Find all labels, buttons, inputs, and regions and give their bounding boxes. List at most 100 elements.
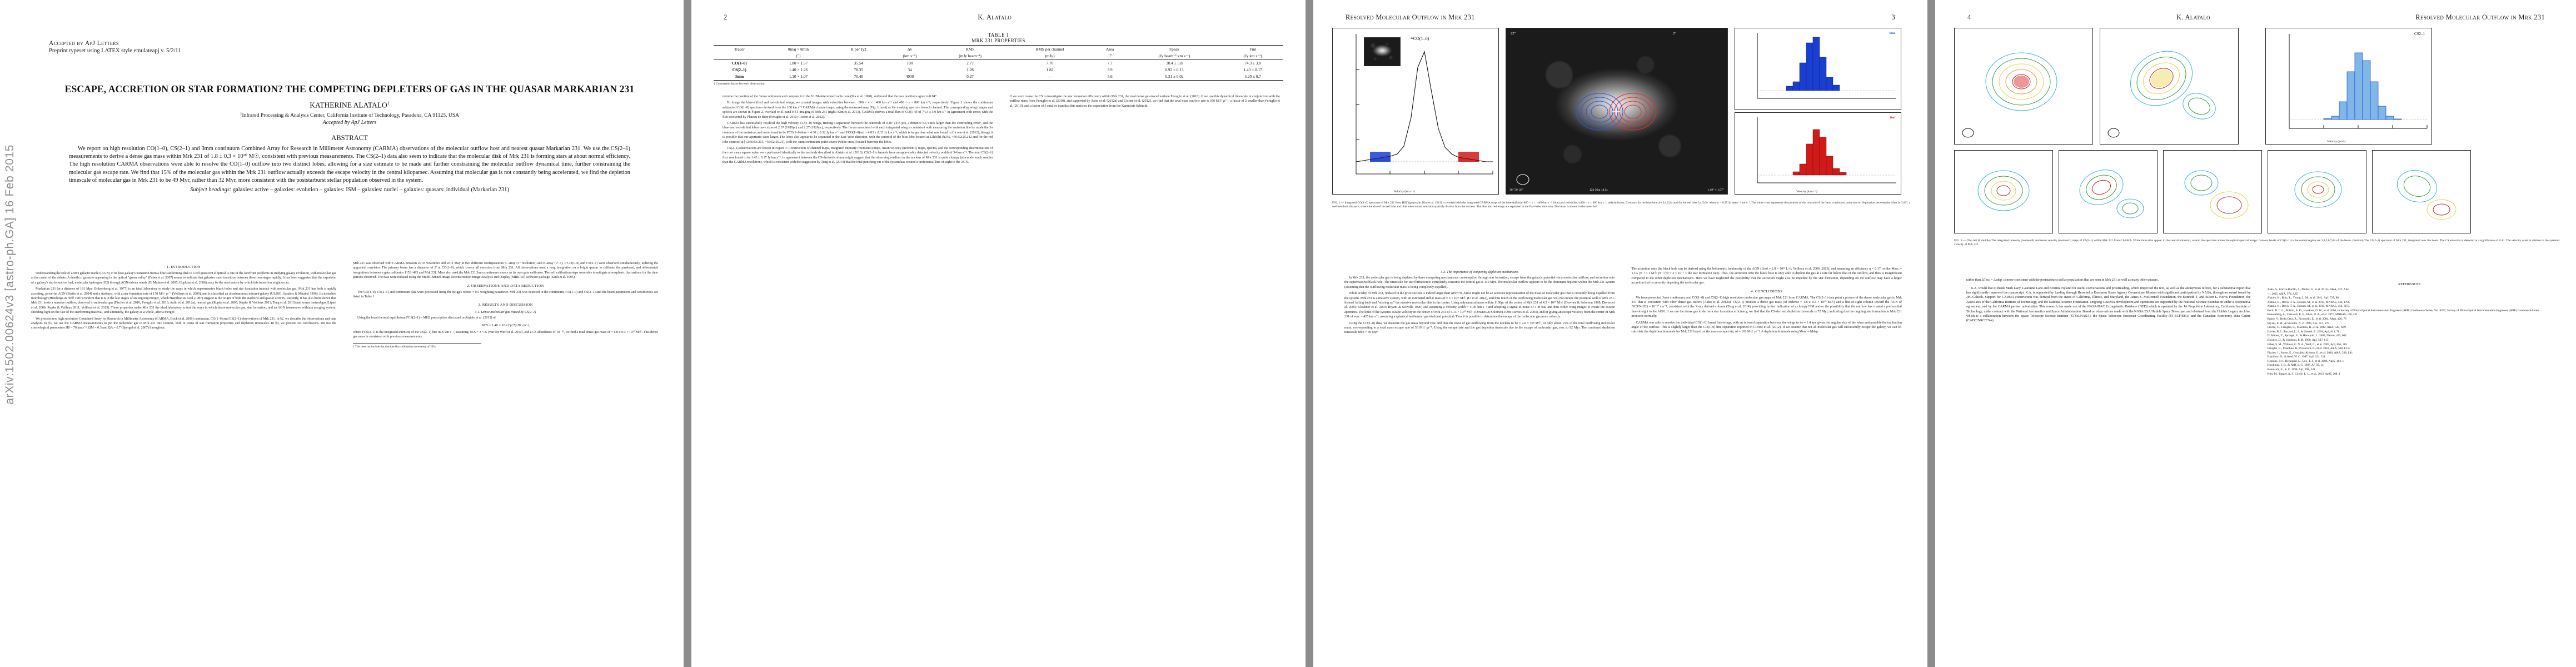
subject-headings-label: Subject headings: bbox=[190, 186, 232, 193]
col-header: Tracer bbox=[734, 46, 745, 52]
running-head-author: K. Alatalo bbox=[978, 13, 1012, 21]
author-name: KATHERINE ALATALO1 bbox=[49, 101, 650, 110]
cs-spectrum-panel: CS2–1 Velocity (km/s) Flux (mJy) bbox=[2265, 28, 2432, 145]
table-caption: MRK 231 PROPERTIES bbox=[971, 38, 1025, 43]
blue-wing-plot bbox=[1735, 28, 1901, 109]
cs-channel-panel-5 bbox=[2372, 150, 2471, 233]
reference-item: Boksenberg, A., Carswell, R. F., Allen, … bbox=[2267, 313, 2358, 317]
running-head-author: K. Alatalo bbox=[2176, 13, 2210, 21]
paper-page-2[interactable]: 2 K. Alatalo TABLE 1 MRK 231 PROPERTIES … bbox=[691, 0, 1306, 667]
cell: 1.28 bbox=[966, 67, 974, 72]
col-unit bbox=[831, 52, 885, 59]
page1-body-columns: 1. INTRODUCTION Understanding the role o… bbox=[31, 261, 658, 350]
cell: 7.70 bbox=[1046, 60, 1054, 66]
col-unit: (″) bbox=[796, 53, 801, 58]
page2-body-columns: termine the position of the 3mm continuu… bbox=[723, 94, 1280, 167]
col-unit: (Jy beam⁻¹ km s⁻¹) bbox=[1158, 53, 1190, 58]
reference-item: Alatalo, K., Davis, T. A., Bureau, M., e… bbox=[2267, 300, 2350, 304]
cs-moment0-contours bbox=[1955, 28, 2092, 144]
panel-label-cs2-1: CS2–1 bbox=[2414, 32, 2425, 36]
blue-wing-spectrum-panel: Blue bbox=[1735, 28, 1901, 110]
reference-item: Alatalo, K., Blitz, L., Young, L. M., et… bbox=[2267, 296, 2339, 300]
cell: 0.92 ± 0.13 bbox=[1165, 67, 1184, 72]
accepted-line: Accepted by ApJ Letters bbox=[49, 40, 119, 47]
acknowledgements: K.A. would like to thank Mark Lacy, Laur… bbox=[1966, 286, 2251, 323]
panel-label-2arcsec: 2″ bbox=[1673, 32, 1676, 36]
footnote: 1 This does not include the absolute flu… bbox=[353, 345, 436, 349]
table-header-row-2: (″) (km s⁻¹) (mJy beam⁻¹) (mJy) □″ (Jy b… bbox=[714, 52, 1283, 59]
subsection-heading-depletion: 3.3. The importance of competing depleti… bbox=[1441, 270, 1519, 274]
table-notes: ‡ Conversion factor for each observation… bbox=[714, 82, 765, 86]
cell: 1.82 bbox=[1046, 67, 1054, 72]
paper-page-1[interactable]: arXiv:1502.00624v3 [astro-ph.GA] 16 Feb … bbox=[0, 0, 684, 667]
blue-wing-label: Blue bbox=[1889, 32, 1895, 35]
col-header: Δv bbox=[907, 46, 913, 52]
co-inset-image bbox=[1364, 37, 1401, 66]
cell: 70.40 bbox=[854, 73, 864, 79]
cell: 3.9 bbox=[1107, 67, 1113, 72]
col-header: Area bbox=[1106, 46, 1114, 52]
col-unit: (mJy) bbox=[1045, 53, 1055, 58]
col-header: θmaj × θmin bbox=[788, 46, 809, 52]
page-number: 3 bbox=[1891, 13, 1895, 21]
paragraph: Mrk 231 was observed with CARMA between … bbox=[353, 262, 658, 280]
x-axis-label: Velocity (km/s) bbox=[2327, 140, 2346, 143]
table-body: CO(1–0) 1.80 × 1.57 35.54 100 2.77 7.70 … bbox=[714, 59, 1283, 80]
reference-item: Braito, V., Della Ceca, R., Piconcelli, … bbox=[2267, 317, 2346, 321]
paragraph: CARMA has successfully resolved the high… bbox=[723, 122, 993, 144]
col-header: Fint bbox=[1249, 46, 1257, 52]
cell: 1.40 × 1.26 bbox=[789, 67, 808, 72]
author-label: KATHERINE ALATALO bbox=[310, 101, 387, 109]
page-number: 2 bbox=[724, 13, 728, 21]
cell: 7.7 bbox=[1107, 60, 1113, 66]
panel-label-22arcsec: 22″ bbox=[1511, 32, 1516, 36]
cell: 5.6 bbox=[1107, 73, 1113, 79]
co-spectrum-panel: Velocity (km s⁻¹) Flux (Jy) ¹²CO(1–0) bbox=[1332, 28, 1499, 195]
col-unit bbox=[714, 52, 765, 59]
table-row: 3mm 1.10 × 1.07 70.40 4000 0.27 — 5.6 0.… bbox=[714, 73, 1283, 79]
abstract-heading: ABSTRACT bbox=[331, 134, 368, 142]
page3-column-left: 3.3. The importance of competing depleti… bbox=[1344, 267, 1615, 337]
reference-item: Fischer, J., Sturm, E., González-Alfonso… bbox=[2267, 351, 2353, 355]
cell: 4000 bbox=[905, 73, 914, 79]
paragraph: The accretion onto the black hole can be… bbox=[1631, 267, 1902, 285]
reference-item: Kennicutt, Jr., R. C. 1998, ApJ, 498, 54… bbox=[2267, 367, 2315, 371]
abstract-text: We report on high resolution CO(1–0), CS… bbox=[69, 146, 630, 183]
reference-item: Davies, R. I., Tacconi, L. J., & Genzel,… bbox=[2267, 330, 2341, 334]
cell: 1.10 × 1.07 bbox=[789, 73, 808, 79]
cell: 35.54 bbox=[854, 60, 864, 66]
paper-page-4[interactable]: 4 K. Alatalo Resolved Molecular Outflow … bbox=[1935, 0, 2576, 667]
table-row: CO(1–0) 1.80 × 1.57 35.54 100 2.77 7.70 … bbox=[714, 59, 1283, 67]
cs-spectrum-plot bbox=[2266, 28, 2431, 144]
cell: 1.43 ± 0.17 bbox=[1243, 67, 1262, 72]
paragraph: Using the CO(1–0) data, we measure the g… bbox=[1344, 321, 1615, 335]
subject-headings-value: galaxies: active – galaxies: evolution –… bbox=[232, 186, 509, 193]
page2-column-right: If we were to use the CS to investigate … bbox=[1010, 94, 1280, 167]
reference-item: —. 2015, A&A, 574, A85 bbox=[2267, 292, 2298, 296]
equation: NCS = 1.46 × 10¹² F(CS) D² cm⁻², bbox=[481, 323, 530, 327]
table-row: CS(2–1) 1.40 × 1.26 78.35 34 1.28 1.82 3… bbox=[714, 66, 1283, 73]
paragraph: where FCS(2–1) is the integrated intensi… bbox=[353, 330, 658, 339]
table-1: TABLE 1 MRK 231 PROPERTIES Tracer θmaj ×… bbox=[714, 32, 1283, 86]
table-header: Tracer θmaj × θmin K per Jy‡ Δv RMS RMS … bbox=[714, 45, 1283, 59]
reference-item: Downes, D., & Solomon, P. M. 1998, ApJ, … bbox=[2267, 338, 2329, 342]
cs-channel-panel-1 bbox=[1954, 150, 2053, 233]
reference-item: Feruglio, C., Maiolino, R., Piconcelli, … bbox=[2267, 347, 2350, 351]
references-list-left: Aalto, S., Garcia-Burillo, S., Müller, S… bbox=[2268, 288, 2552, 376]
subsection-heading-dense-gas: 3.1. Dense molecular gas traced by CS(2–… bbox=[475, 310, 536, 315]
figure-1-caption: FIG. 1.— Integrated CO(1–0) spectrum of … bbox=[1332, 201, 1910, 209]
affiliation-marker: 1 bbox=[240, 111, 242, 116]
reference-item: Faber, S. M., Willmer, C. N. A., Wolf, C… bbox=[2267, 342, 2348, 346]
section-heading-results: 3. RESULTS AND DISCUSSION bbox=[478, 303, 533, 307]
paragraph: Using the local thermal equilibrium FCS(… bbox=[357, 316, 496, 320]
col-header: RMS per channel bbox=[1035, 46, 1064, 52]
reference-item: Alatalo, K., Davis, T. A., Bureau, M., e… bbox=[2267, 305, 2350, 308]
cs-moment1-panel bbox=[2100, 28, 2239, 145]
running-head: 4 K. Alatalo Resolved Molecular Outflow … bbox=[1935, 13, 2576, 22]
paper-page-3[interactable]: Resolved Molecular Outflow in Mrk 231 3 bbox=[1313, 0, 1927, 667]
paragraph: Understanding the role of active galacti… bbox=[31, 272, 336, 285]
reference-item: Bryant, P. M., & Scoville, N. Z. 1996, A… bbox=[2267, 321, 2329, 325]
running-head: 2 K. Alatalo bbox=[691, 13, 1306, 22]
preprint-line: Preprint typeset using LATEX style emula… bbox=[49, 48, 181, 54]
